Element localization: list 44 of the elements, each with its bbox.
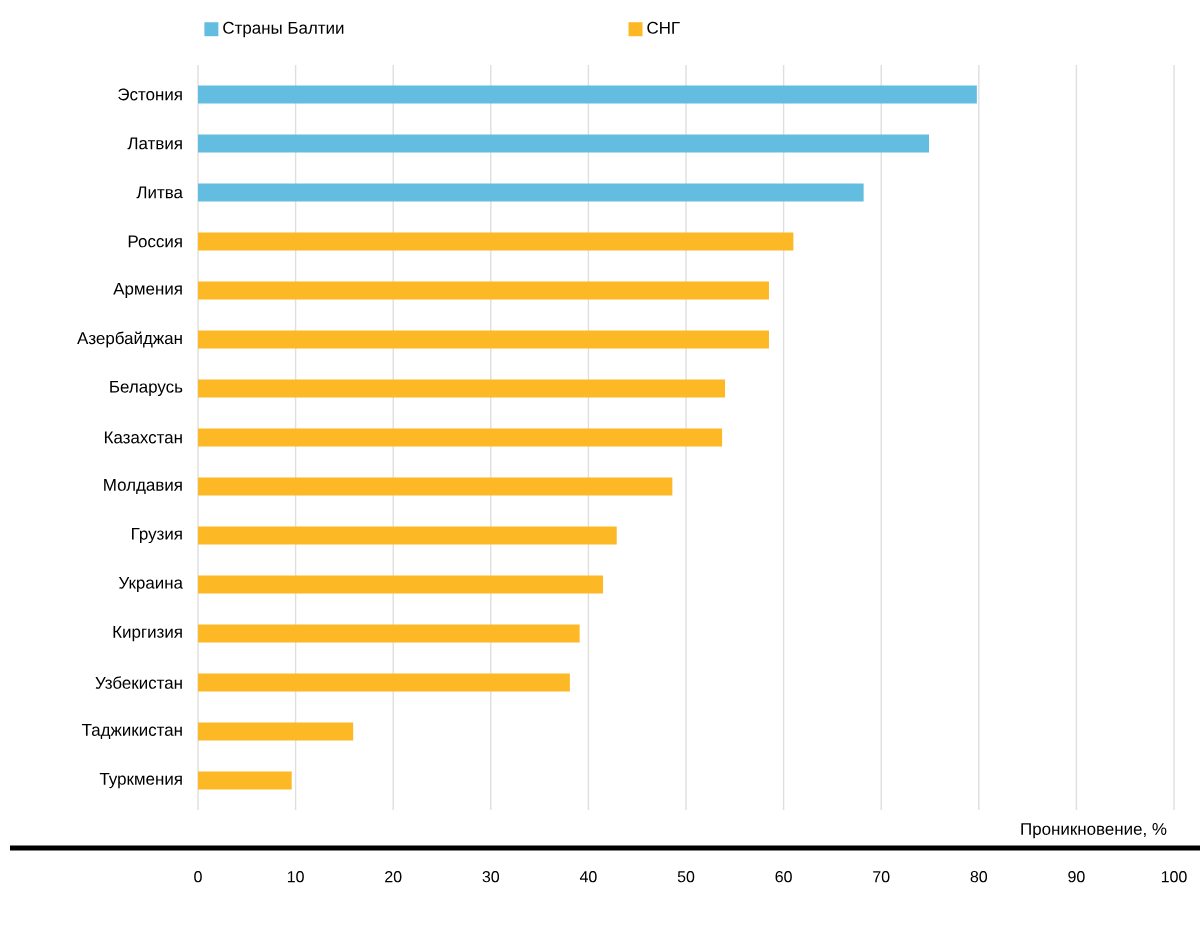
x-tick-label: 20 (385, 871, 402, 883)
legend-label: Страны Балтии (223, 21, 344, 38)
y-tick-label: Туркмения (99, 773, 182, 789)
x-tick-label: 90 (1068, 871, 1085, 883)
x-tick-label: 50 (677, 871, 695, 883)
y-tick-label: Армения (113, 282, 182, 299)
y-tick-label: Латвия (127, 137, 182, 150)
x-tick-label: 10 (287, 871, 304, 883)
bar (198, 379, 726, 398)
bar (198, 183, 864, 202)
x-tick-label: 70 (873, 871, 890, 883)
bar (198, 477, 673, 496)
bar (198, 85, 977, 104)
bar (198, 526, 617, 545)
bar (198, 575, 604, 594)
bar (198, 624, 580, 643)
y-tick-label: Таджикистан (81, 724, 182, 740)
y-tick-label: Эстония (118, 88, 182, 101)
bar (198, 330, 769, 349)
bar (198, 281, 769, 300)
x-tick-label: 100 (1161, 871, 1187, 883)
y-tick-label: Киргизия (113, 625, 182, 642)
y-tick-label: Казахстан (104, 431, 182, 444)
y-tick-label: Узбекистан (95, 676, 182, 689)
y-tick-label: Молдавия (104, 479, 182, 495)
x-axis-title: Проникновение, % (1021, 823, 1167, 839)
y-tick-label: Литва (136, 186, 183, 199)
bar (198, 428, 723, 447)
y-tick-label: Украина (118, 576, 183, 593)
bar (198, 771, 292, 790)
y-tick-label: Грузия (132, 527, 182, 544)
bar (198, 232, 794, 251)
x-tick-label: 60 (775, 871, 792, 883)
x-tick-label: 40 (579, 871, 597, 883)
bar (198, 673, 570, 692)
bar (198, 722, 354, 741)
y-tick-label: Россия (128, 235, 182, 248)
x-tick-label: 0 (194, 871, 202, 883)
bar (198, 134, 930, 153)
y-tick-label: Азербайджан (77, 331, 182, 348)
x-tick-label: 80 (970, 871, 988, 883)
y-tick-label: Беларусь (110, 380, 183, 397)
legend-label: СНГ (647, 21, 680, 34)
x-tick-label: 30 (482, 871, 500, 883)
